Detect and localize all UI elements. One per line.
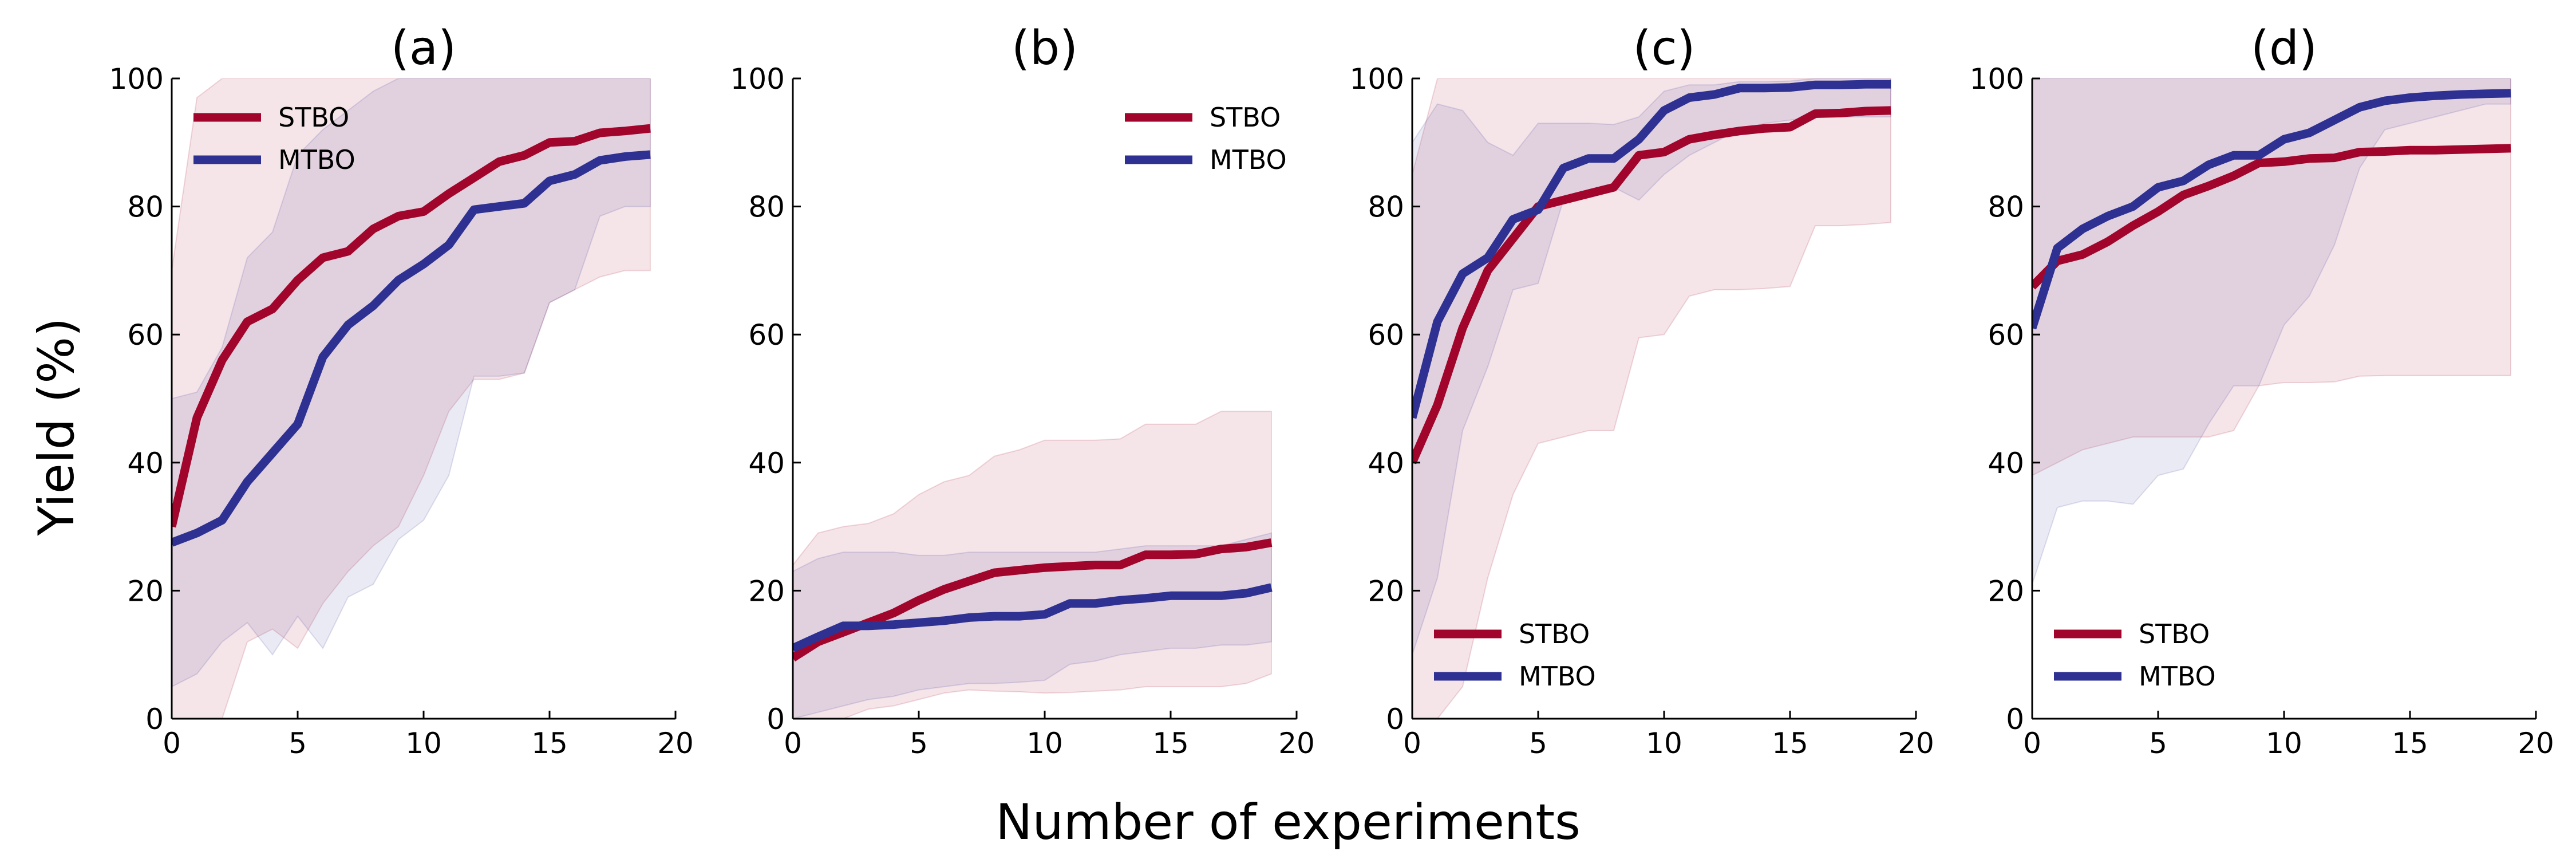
legend-label: MTBO xyxy=(1519,661,1596,692)
y-tick-label: 40 xyxy=(127,447,164,480)
y-tick-label: 60 xyxy=(1988,318,2024,352)
legend: STBO MTBO xyxy=(1125,102,1287,175)
y-tick-label: 0 xyxy=(145,703,164,736)
x-tick-label: 10 xyxy=(1646,727,1682,760)
y-axis-title: Yield (%) xyxy=(28,318,85,537)
y-tick-label: 60 xyxy=(748,318,785,352)
y-tick-label: 20 xyxy=(1988,574,2024,608)
legend-label: STBO xyxy=(1519,618,1590,649)
panel-3: 0 5 10 15 20 0 20 40 60 80 100 (c) STBO MTBO xyxy=(1350,21,1934,760)
line-mtbo xyxy=(1412,80,1891,419)
panel-title: (b) xyxy=(1012,21,1078,76)
band-mtbo xyxy=(172,78,651,688)
band-mtbo xyxy=(2032,78,2511,585)
line-stbo xyxy=(1412,106,1891,464)
y-tick-label: 100 xyxy=(109,62,164,96)
y-tick-label: 80 xyxy=(1368,191,1404,224)
line-mtbo xyxy=(2032,89,2511,330)
legend-label: MTBO xyxy=(1210,144,1287,175)
x-tick-label: 0 xyxy=(1403,727,1421,760)
legend: STBO MTBO xyxy=(2054,618,2216,692)
y-tick-label: 0 xyxy=(1386,703,1404,736)
x-tick-label: 20 xyxy=(1278,727,1315,760)
legend-label: STBO xyxy=(2139,618,2210,649)
y-tick-label: 80 xyxy=(1988,191,2024,224)
panel-4: 0 5 10 15 20 0 20 40 60 80 100 (d) STBO MTBO xyxy=(1970,21,2554,760)
y-tick-label: 100 xyxy=(1970,62,2024,96)
legend: STBO MTBO xyxy=(193,102,355,175)
line-mtbo xyxy=(172,150,651,547)
legend-label: STBO xyxy=(278,102,349,133)
x-tick-label: 15 xyxy=(1152,727,1189,760)
panel-2: 0 5 10 15 20 0 20 40 60 80 100 (b) STBO MTBO xyxy=(730,21,1315,760)
x-tick-label: 5 xyxy=(289,727,307,760)
y-tick-label: 40 xyxy=(1368,447,1404,480)
y-tick-label: 80 xyxy=(748,191,785,224)
x-tick-label: 0 xyxy=(2023,727,2041,760)
x-tick-label: 10 xyxy=(1026,727,1063,760)
x-axis-title: Number of experiments xyxy=(995,794,1581,851)
band-stbo xyxy=(172,78,651,719)
x-tick-label: 10 xyxy=(2266,727,2302,760)
plot-area xyxy=(1412,78,1891,719)
y-tick-label: 100 xyxy=(1350,62,1404,96)
y-tick-label: 100 xyxy=(730,62,785,96)
panel-title: (d) xyxy=(2251,21,2317,76)
x-tick-label: 5 xyxy=(1529,727,1547,760)
y-tick-label: 60 xyxy=(127,318,164,352)
band-stbo xyxy=(1412,78,1891,719)
y-tick-label: 20 xyxy=(127,574,164,608)
legend-label: MTBO xyxy=(278,144,355,175)
band-mtbo xyxy=(793,532,1272,719)
y-tick-label: 40 xyxy=(1988,447,2024,480)
y-tick-label: 0 xyxy=(2006,703,2024,736)
x-tick-label: 15 xyxy=(1772,727,1808,760)
legend-label: MTBO xyxy=(2139,661,2216,692)
plot-area xyxy=(793,411,1273,719)
y-tick-label: 20 xyxy=(1368,574,1404,608)
legend: STBO MTBO xyxy=(1434,618,1596,692)
x-tick-label: 15 xyxy=(531,727,568,760)
y-tick-label: 20 xyxy=(748,574,785,608)
y-tick-label: 60 xyxy=(1368,318,1404,352)
y-tick-label: 80 xyxy=(127,191,164,224)
x-tick-label: 5 xyxy=(2149,727,2167,760)
band-stbo xyxy=(2032,78,2511,476)
x-tick-label: 20 xyxy=(2518,727,2554,760)
x-tick-label: 0 xyxy=(163,727,181,760)
plot-area xyxy=(2032,78,2511,585)
x-tick-label: 0 xyxy=(784,727,802,760)
line-stbo xyxy=(793,538,1273,662)
band-mtbo xyxy=(1412,78,1891,655)
x-tick-label: 20 xyxy=(657,727,694,760)
panel-title: (c) xyxy=(1633,21,1695,76)
plot-area xyxy=(172,78,651,719)
x-tick-label: 5 xyxy=(910,727,928,760)
panel-1: 0 5 10 15 20 0 20 40 60 80 100 (a) STBO MTBO xyxy=(109,21,694,760)
line-mtbo xyxy=(793,583,1273,652)
line-stbo xyxy=(2032,144,2511,290)
x-tick-label: 10 xyxy=(405,727,442,760)
x-tick-label: 15 xyxy=(2392,727,2428,760)
legend-label: STBO xyxy=(1210,102,1281,133)
y-tick-label: 40 xyxy=(748,447,785,480)
panel-title: (a) xyxy=(391,21,456,76)
y-tick-label: 0 xyxy=(767,703,785,736)
line-stbo xyxy=(172,124,651,528)
x-tick-label: 20 xyxy=(1898,727,1934,760)
